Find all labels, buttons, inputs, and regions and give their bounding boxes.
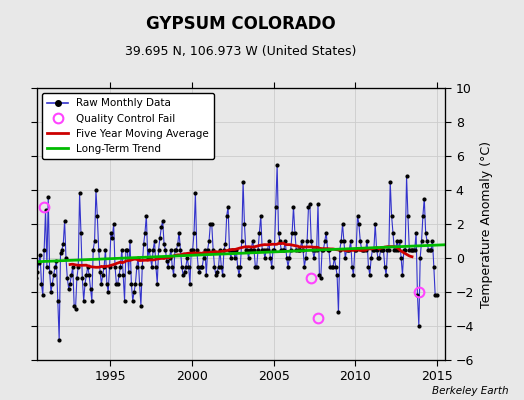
Legend: Raw Monthly Data, Quality Control Fail, Five Year Moving Average, Long-Term Tren: Raw Monthly Data, Quality Control Fail, … <box>42 93 214 159</box>
Text: GYPSUM COLORADO: GYPSUM COLORADO <box>146 15 336 33</box>
Y-axis label: Temperature Anomaly (°C): Temperature Anomaly (°C) <box>480 140 493 308</box>
Text: 39.695 N, 106.973 W (United States): 39.695 N, 106.973 W (United States) <box>125 46 357 58</box>
Text: Berkeley Earth: Berkeley Earth <box>432 386 508 396</box>
